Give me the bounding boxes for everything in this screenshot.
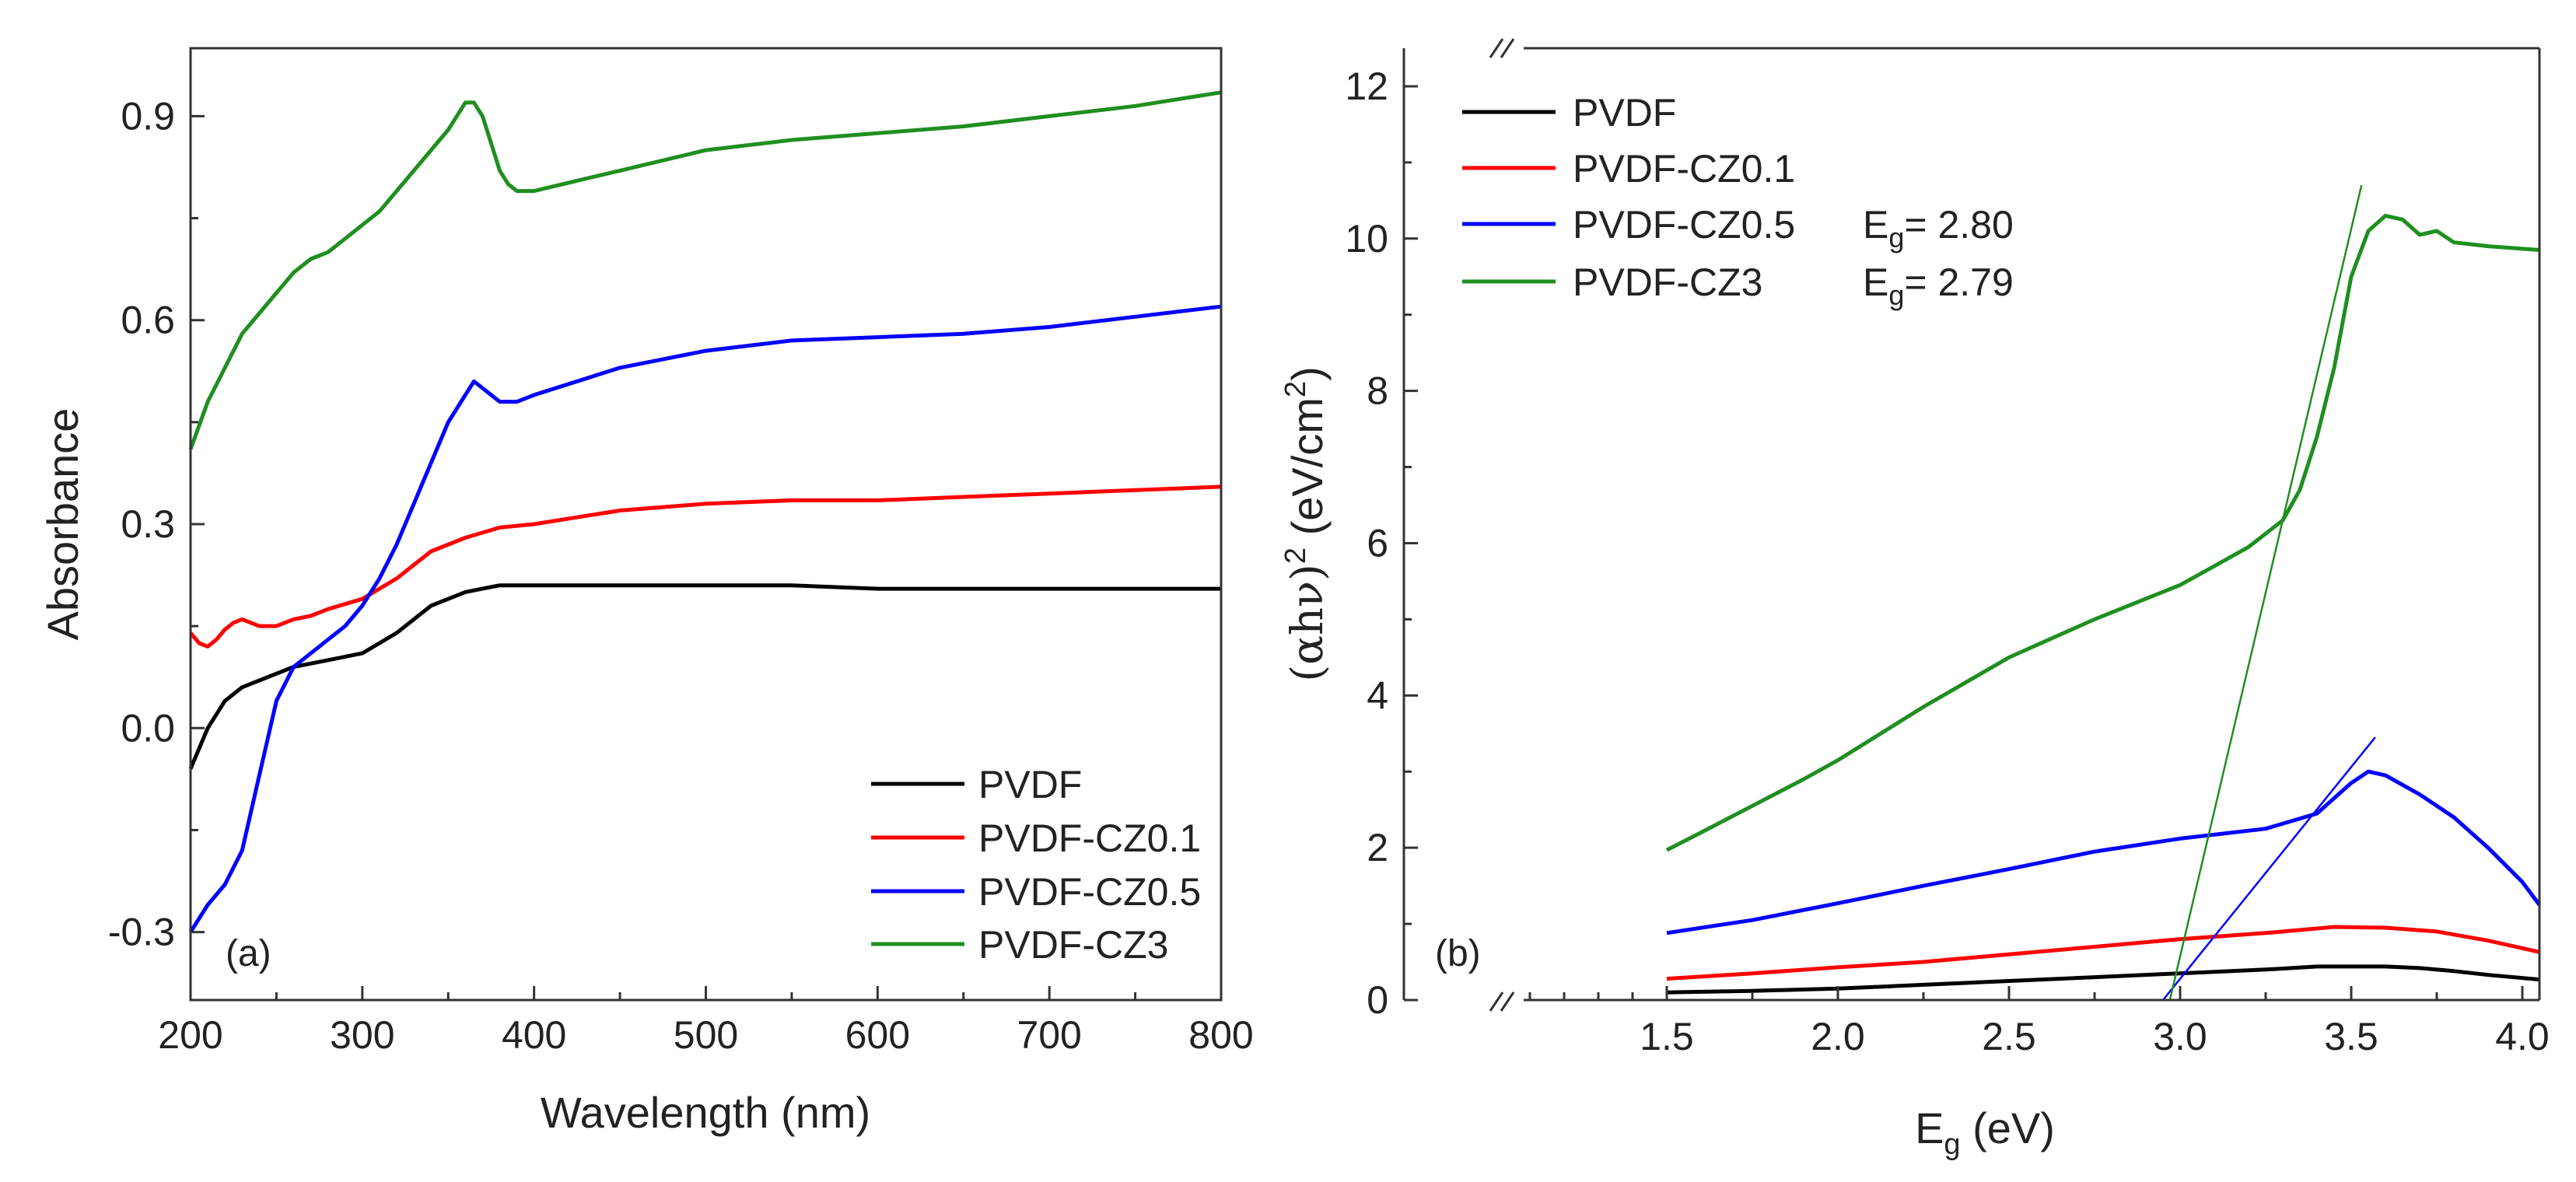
eg-cz3-sub: g [1888, 279, 1904, 311]
panel-a-x-tick-label: 400 [502, 1013, 566, 1057]
panel-b-y-tick-label: 8 [1367, 369, 1388, 413]
panel-b-series-lines [1665, 213, 2542, 995]
panel-a-legend-label-pvdf-cz3: PVDF-CZ3 [978, 923, 1168, 967]
panel-b-y-axis-title-unit-exponent: 2 [1279, 381, 1312, 397]
panel-a-label: (a) [226, 933, 271, 974]
panel-b-y-tick-label: 10 [1345, 217, 1388, 261]
panel-a-legend: PVDF PVDF-CZ0.1 PVDF-CZ0.5 PVDF-CZ3 [871, 763, 1201, 967]
panel-b-label: (b) [1435, 933, 1481, 974]
eg-cz0-5-value: = 2.80 [1904, 203, 2013, 247]
panel-b-y-axis-title-close: ) [1283, 366, 1332, 381]
panel-b-legend-label-pvdf-cz3: PVDF-CZ3 [1573, 261, 1762, 304]
panel-b-y-axis-title-base: (αhν) [1283, 564, 1333, 682]
panel-a-absorbance-chart: 200 300 400 500 600 700 800 -0.3 0.0 0.3 0.6 0.9 W… [38, 47, 1254, 1137]
panel-a-y-tick-label: 0.3 [121, 502, 175, 546]
panel-b-eg-annotation-cz0-5: Eg= 2.80 [1863, 203, 2014, 254]
panel-a-x-axis-title: Wavelength (nm) [541, 1088, 870, 1137]
panel-a-y-tick-label: 0.0 [121, 706, 175, 750]
panel-b-y-tick-label: 6 [1367, 521, 1388, 565]
panel-b-legend: PVDF PVDF-CZ0.1 PVDF-CZ0.5 Eg= 2.80 PVDF… [1462, 91, 2014, 311]
eg-cz3-prefix: E [1863, 261, 1888, 304]
eg-cz3-value: = 2.79 [1904, 261, 2013, 304]
panel-b-y-tick-label: 4 [1367, 673, 1388, 717]
panel-a-series-pvdf-cz0-1 [189, 484, 1222, 649]
panel-a-x-tick-label: 800 [1188, 1013, 1253, 1057]
panel-b-fit-line-pvdf-cz3 [2168, 184, 2363, 1001]
panel-a-x-tick-label: 600 [845, 1013, 910, 1057]
panel-b-x-tick-label: 2.0 [1811, 1015, 1865, 1058]
panel-b-eg-annotation-cz3: Eg= 2.79 [1863, 261, 2014, 311]
panel-b-y-tick-label: 0 [1367, 978, 1388, 1022]
panel-a-legend-label-pvdf: PVDF [978, 763, 1082, 806]
panel-a-x-tick-label: 700 [1017, 1013, 1081, 1057]
panel-b-x-ticks: 1.5 2.0 2.5 3.0 3.5 4.0 [1528, 986, 2550, 1058]
panel-a-y-tick-label: 0.6 [121, 299, 175, 342]
panel-b-x-axis-title-rest: (eV) [1961, 1103, 2055, 1152]
panel-b-legend-label-pvdf-cz0-5: PVDF-CZ0.5 [1573, 203, 1795, 247]
panel-b-tauc-plot: 1.5 2.0 2.5 3.0 3.5 4.0 0 2 4 6 8 10 12 Eg (eV) (αh… [1279, 35, 2550, 1161]
panel-a-legend-label-pvdf-cz0-1: PVDF-CZ0.1 [978, 817, 1201, 860]
panel-a-series-pvdf-cz3 [188, 90, 1222, 450]
panel-b-x-axis-title-subscript: g [1944, 1128, 1960, 1161]
panel-a-x-ticks: 200 300 400 500 600 700 800 [158, 986, 1254, 1057]
panel-b-fit-lines [2162, 184, 2376, 1001]
panel-b-plot-frame [1402, 47, 2541, 1002]
panel-a-series-pvdf [188, 583, 1221, 770]
panel-b-y-axis-title-unit: (eV/cm [1283, 397, 1332, 547]
panel-a-y-tick-label: -0.3 [108, 911, 175, 954]
panel-a-x-tick-label: 300 [330, 1013, 394, 1057]
panel-b-x-axis-title-main: E [1915, 1103, 1944, 1152]
panel-b-legend-label-pvdf-cz0-1: PVDF-CZ0.1 [1573, 147, 1795, 191]
panel-a-x-tick-label: 200 [158, 1013, 222, 1057]
panel-a-series-lines [188, 90, 1222, 933]
panel-a-series-pvdf-cz0-5 [188, 304, 1222, 933]
panel-a-legend-label-pvdf-cz0-5: PVDF-CZ0.5 [978, 870, 1201, 914]
panel-b-series-pvdf-cz0-5 [1666, 769, 2542, 935]
panel-b-series-pvdf-cz3 [1665, 213, 2540, 852]
panel-b-y-axis-title: (αhν)2 (eV/cm2) [1279, 366, 1333, 681]
panel-b-legend-label-pvdf: PVDF [1573, 91, 1676, 135]
panel-a-x-tick-label: 500 [674, 1013, 738, 1057]
panel-b-series-pvdf-cz0-1 [1666, 925, 2540, 981]
panel-b-axis-break-marks [1489, 35, 1524, 1014]
panel-b-x-tick-label: 3.0 [2153, 1015, 2207, 1058]
panel-a-y-tick-label: 0.9 [121, 94, 175, 138]
panel-b-fit-line-pvdf-cz0-5 [2162, 736, 2376, 1001]
panel-b-x-tick-label: 2.5 [1982, 1015, 2036, 1058]
panel-a-y-axis-title: Absorbance [38, 408, 87, 641]
eg-cz0-5-sub: g [1888, 222, 1904, 254]
panel-b-x-tick-label: 1.5 [1640, 1015, 1694, 1058]
panel-b-y-tick-label: 2 [1367, 826, 1388, 869]
panel-b-y-tick-label: 12 [1345, 65, 1388, 108]
eg-cz0-5-prefix: E [1863, 203, 1888, 247]
panel-b-x-axis-title: Eg (eV) [1915, 1103, 2055, 1161]
panel-b-series-pvdf [1666, 964, 2540, 995]
panel-b-x-tick-label: 3.5 [2324, 1015, 2378, 1058]
panel-b-y-axis-title-exponent: 2 [1279, 547, 1312, 564]
panel-a-y-ticks: -0.3 0.0 0.3 0.6 0.9 [108, 94, 205, 954]
panel-b-y-ticks: 0 2 4 6 8 10 12 [1345, 65, 1418, 1022]
panel-b-x-tick-label: 4.0 [2495, 1015, 2550, 1058]
